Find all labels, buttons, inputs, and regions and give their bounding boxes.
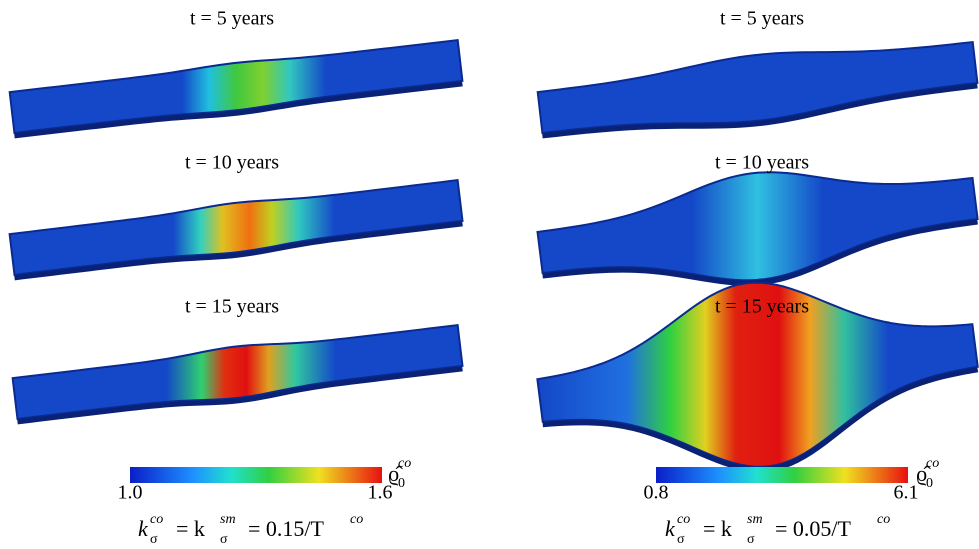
tubes [10, 40, 978, 470]
formula-sup: co [677, 512, 690, 527]
formula-part: = 0.15/T [248, 516, 325, 541]
time-label: t = 5 years [720, 8, 804, 30]
superscript: co [926, 456, 939, 471]
formula-sup: co [350, 512, 363, 527]
time-label: t = 10 years [715, 152, 809, 174]
time-label: t = 15 years [715, 296, 809, 318]
colorbar [130, 467, 382, 483]
colorbar-label: ϱ̂ 0 co [916, 456, 939, 491]
formula-part: = k [703, 516, 732, 541]
formula-sup: co [150, 512, 163, 527]
formula-sub: σ [220, 532, 228, 547]
colorbar-label: ϱ̂ 0 co [388, 456, 411, 491]
formula-part: k [665, 516, 676, 541]
time-label: t = 15 years [185, 296, 279, 318]
formula: k σ co = k σ sm = 0.05/T co [665, 512, 890, 547]
formula-sup: co [877, 512, 890, 527]
time-label: t = 5 years [190, 8, 274, 30]
formula-part: = 0.05/T [775, 516, 852, 541]
subscript: 0 [926, 476, 933, 491]
formula-part: k [138, 516, 149, 541]
colorbar-max: 6.1 [894, 482, 919, 504]
formula-sup: sm [220, 512, 236, 527]
formula-sup: sm [747, 512, 763, 527]
vessel [538, 42, 978, 133]
time-label: t = 10 years [185, 152, 279, 174]
vessel [10, 40, 463, 133]
vessel [10, 180, 463, 275]
colorbar [656, 467, 908, 483]
formula-sub: σ [150, 532, 158, 547]
superscript: co [398, 456, 411, 471]
colorbar-min: 1.0 [118, 482, 143, 504]
formula-sub: σ [677, 532, 685, 547]
colorbar-min: 0.8 [644, 482, 669, 504]
figure: t = 5 years t = 10 years t = 15 years t … [0, 0, 979, 549]
formula-sub: σ [747, 532, 755, 547]
subscript: 0 [398, 476, 405, 491]
vessel [13, 325, 463, 419]
formula-part: = k [176, 516, 205, 541]
vessel [538, 172, 978, 280]
formula: k σ co = k σ sm = 0.15/T co [138, 512, 363, 547]
